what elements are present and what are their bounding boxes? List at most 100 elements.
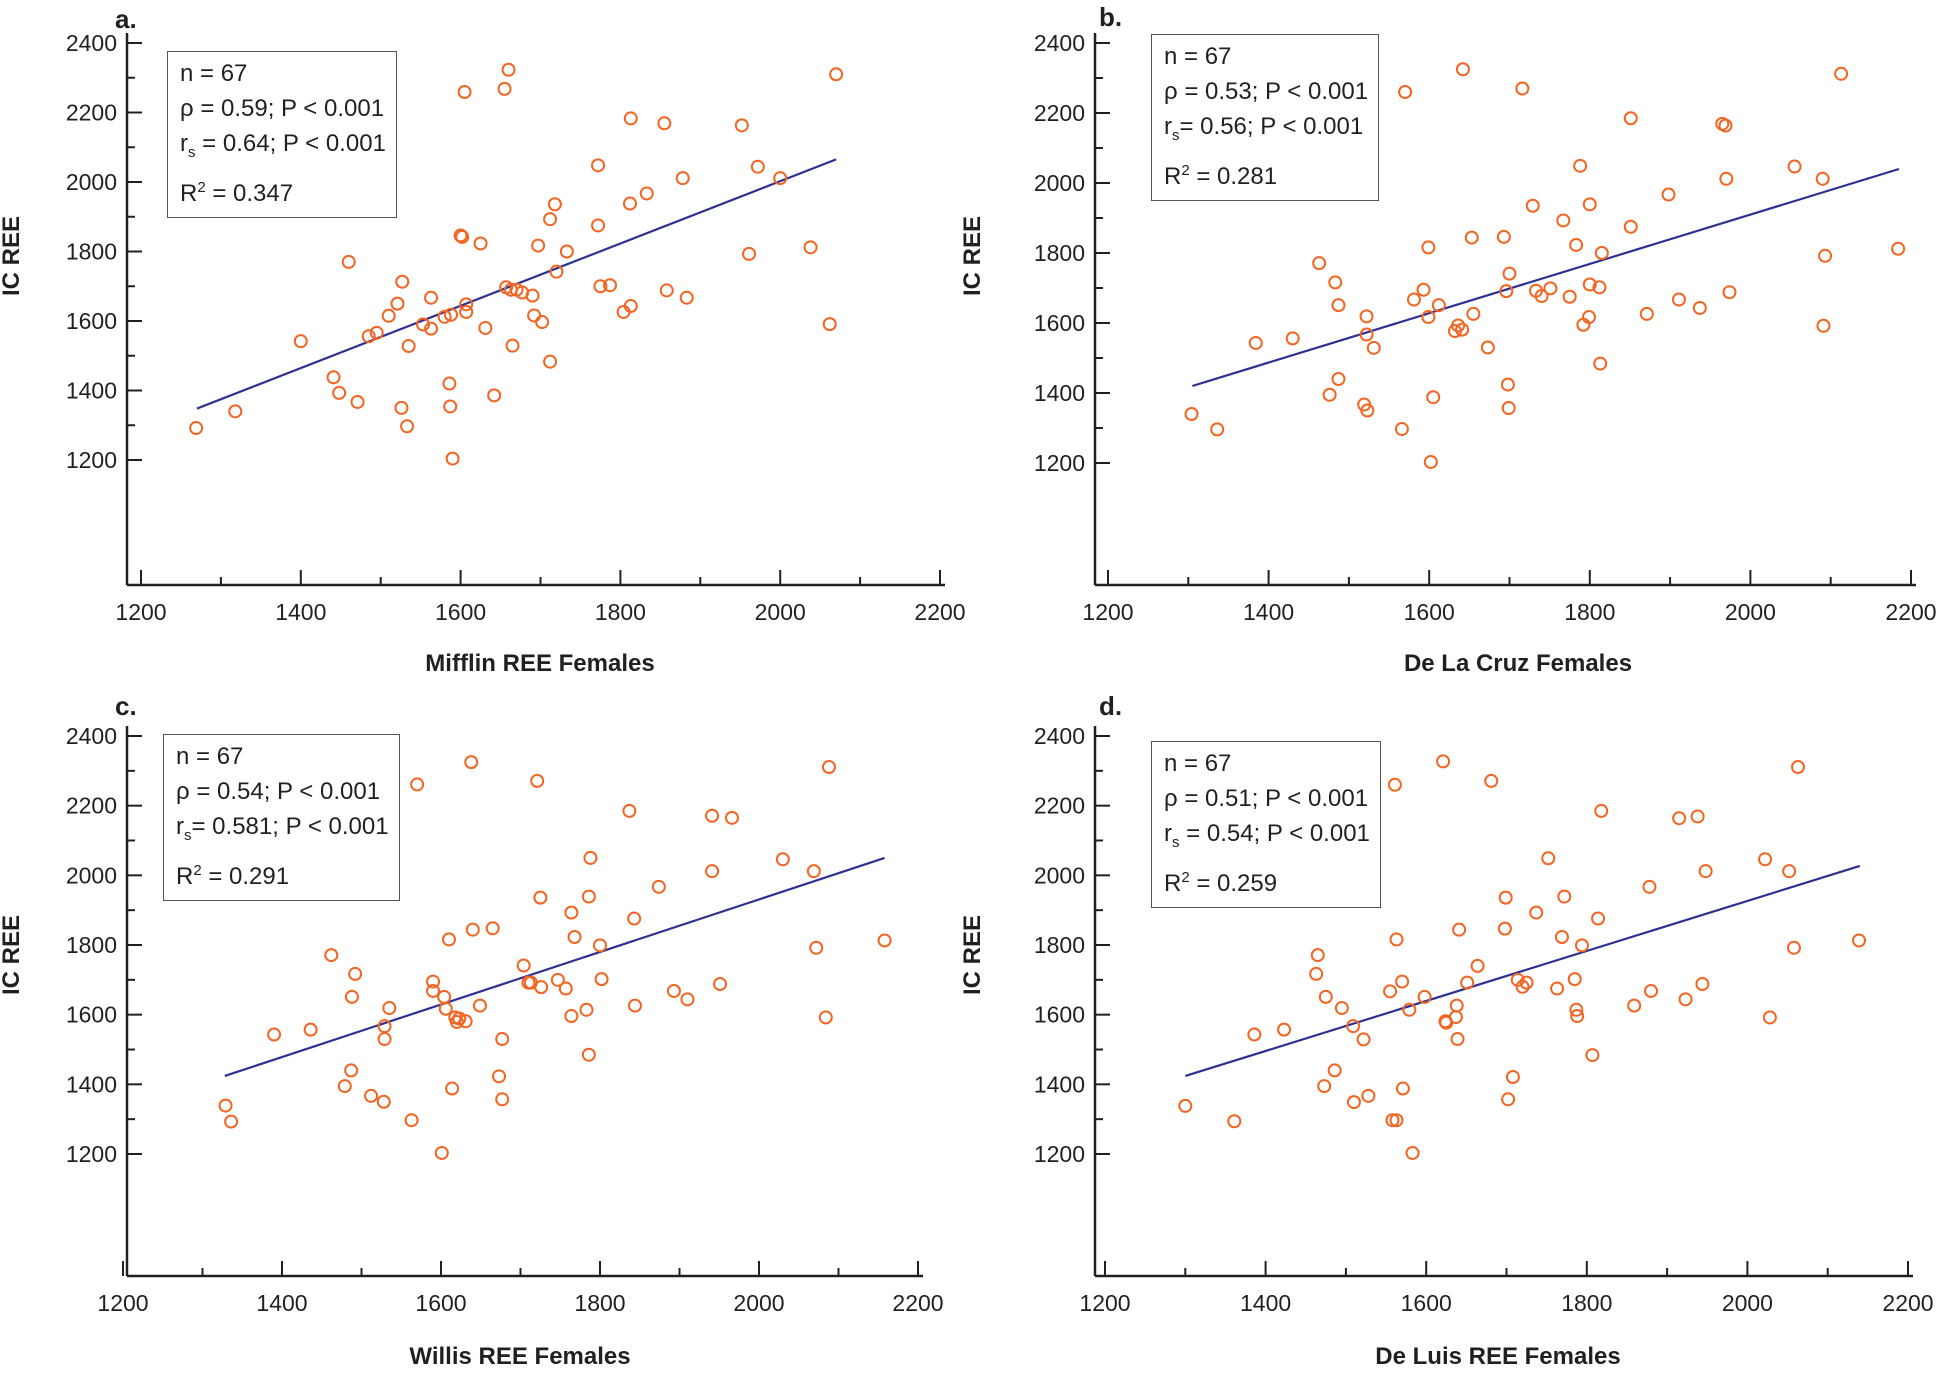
data-point	[434, 1145, 449, 1160]
panel-d: d. 1200 1400 1600 1800 2000 2200 2400 1200 1400 1…	[959, 689, 1942, 1378]
data-point	[1569, 237, 1584, 252]
y-tick-label: 2000	[66, 169, 117, 195]
data-point	[591, 218, 606, 233]
data-point	[1692, 300, 1707, 315]
stat-r2-value: = 0.281	[1189, 163, 1278, 190]
y-tick-label: 1200	[1034, 450, 1085, 476]
data-point	[1510, 972, 1525, 987]
data-point	[267, 1027, 282, 1042]
data-point	[189, 421, 204, 436]
y-tick-label: 1800	[1034, 932, 1085, 958]
data-point	[1790, 760, 1805, 775]
data-point	[337, 1079, 352, 1094]
x-tick-label: 1600	[415, 1290, 466, 1316]
data-point	[1815, 171, 1830, 186]
data-point	[1782, 864, 1797, 879]
data-point	[581, 889, 596, 904]
panel-c: c. 1200 1400 1600 1800 2000 2200 2400 1200 1400 1…	[0, 689, 971, 1378]
data-point	[1431, 298, 1446, 313]
data-point	[1502, 266, 1517, 281]
data-point	[734, 118, 749, 133]
data-point	[1460, 975, 1475, 990]
data-point	[559, 244, 574, 259]
x-tick-label: 2000	[1725, 599, 1776, 625]
data-point	[1534, 289, 1549, 304]
data-point	[1722, 285, 1737, 300]
data-point	[773, 171, 788, 186]
data-point	[1210, 422, 1225, 437]
data-point	[750, 159, 765, 174]
stat-rs: rs= 0.56; P < 0.001	[1164, 113, 1364, 144]
panel-b: b. 1200 1400 1600 1800 2000 2200 2400 1200 1400 1…	[959, 0, 1942, 689]
data-point	[1178, 1098, 1193, 1113]
data-point	[1695, 977, 1710, 992]
data-point	[1417, 989, 1432, 1004]
data-point	[593, 279, 608, 294]
y-tick-label: 1400	[66, 378, 117, 404]
data-point	[1556, 213, 1571, 228]
data-point	[527, 308, 542, 323]
data-point	[1671, 292, 1686, 307]
data-point	[437, 309, 452, 324]
data-point	[444, 307, 459, 322]
stat-n: n = 67	[1164, 750, 1232, 777]
x-tick-label: 2000	[1722, 1290, 1773, 1316]
data-point	[1541, 851, 1556, 866]
data-point	[442, 376, 457, 391]
data-point	[1387, 777, 1402, 792]
y-tick-label: 1800	[66, 239, 117, 265]
data-point	[1466, 306, 1481, 321]
data-point	[326, 370, 341, 385]
data-point	[1312, 256, 1327, 271]
y-tick-label: 2400	[66, 30, 117, 56]
data-point	[1852, 933, 1867, 948]
y-tick-label: 2400	[1034, 30, 1085, 56]
data-point	[1383, 984, 1398, 999]
data-point	[603, 278, 618, 293]
panel-a: a. 1200 1400 1600 1800 2000 2200 2400 1200 1400 1…	[0, 0, 971, 689]
panel-letter: c.	[115, 691, 137, 721]
data-point	[1594, 246, 1609, 260]
data-point	[1570, 1009, 1585, 1024]
data-point	[1334, 1001, 1349, 1016]
data-point	[1581, 310, 1596, 325]
x-axis-label: Mifflin REE Females	[425, 650, 655, 677]
data-point	[809, 940, 824, 955]
stat-rho: ρ = 0.51; P < 0.001	[1164, 785, 1369, 812]
data-point	[426, 983, 441, 998]
data-point	[1450, 1032, 1465, 1047]
data-point	[394, 400, 409, 415]
data-point	[1543, 281, 1558, 296]
data-point	[501, 62, 516, 77]
data-point	[1277, 1022, 1292, 1037]
data-point	[426, 974, 441, 989]
data-point	[742, 246, 757, 261]
x-tick-label: 2000	[755, 599, 806, 625]
data-point	[1247, 1027, 1262, 1042]
data-point	[1395, 974, 1410, 989]
data-point	[525, 288, 540, 303]
data-point	[680, 992, 695, 1007]
data-point	[1497, 921, 1512, 936]
data-point	[1331, 372, 1346, 386]
data-point	[1719, 171, 1734, 186]
data-point	[381, 308, 396, 323]
y-tick-label: 2200	[66, 100, 117, 126]
x-tick-label: 1400	[1243, 599, 1294, 625]
data-point	[558, 981, 573, 996]
stat-r2-value: = 0.291	[201, 863, 290, 890]
data-point	[1416, 282, 1431, 297]
data-point	[1406, 292, 1421, 307]
x-axis-label: De La Cruz Females	[1403, 650, 1633, 677]
data-point	[465, 922, 480, 937]
data-point	[1318, 989, 1333, 1004]
data-point	[593, 938, 607, 953]
data-point	[293, 334, 308, 349]
panel-letter: a.	[115, 4, 137, 34]
data-point	[1359, 327, 1374, 342]
data-point	[1356, 1032, 1371, 1047]
x-axis-label: De Luis REE Females	[1375, 1343, 1621, 1370]
data-point	[1455, 322, 1470, 337]
data-point	[376, 1094, 391, 1109]
x-tick-label: 1400	[275, 599, 326, 625]
